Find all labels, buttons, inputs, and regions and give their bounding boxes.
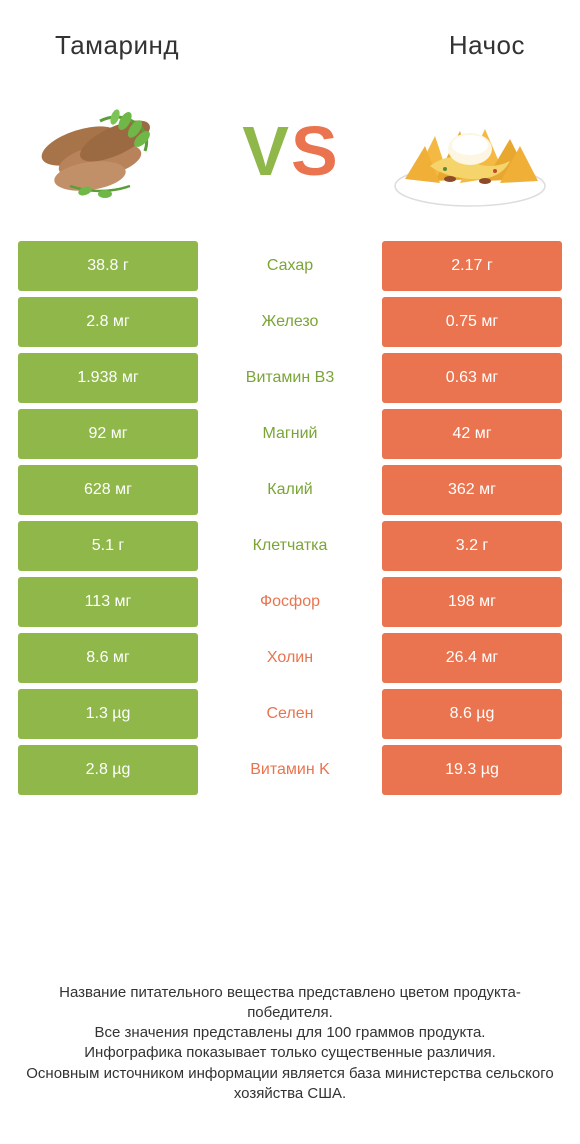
images-row: V S xyxy=(0,71,580,241)
nutrient-name: Клетчатка xyxy=(198,521,382,571)
left-value-cell: 628 мг xyxy=(18,465,198,515)
left-value-cell: 1.938 мг xyxy=(18,353,198,403)
footnotes: Название питательного вещества представл… xyxy=(0,983,580,1105)
table-row: 1.938 мгВитамин B30.63 мг xyxy=(18,353,562,403)
footnote-line: Все значения представлены для 100 граммо… xyxy=(20,1023,560,1043)
right-value-cell: 8.6 µg xyxy=(382,689,562,739)
right-value-cell: 0.75 мг xyxy=(382,297,562,347)
nutrient-name: Витамин K xyxy=(198,745,382,795)
right-value-cell: 362 мг xyxy=(382,465,562,515)
footnote-line: Название питательного вещества представл… xyxy=(20,983,560,1024)
left-value-cell: 2.8 µg xyxy=(18,745,198,795)
left-value-cell: 113 мг xyxy=(18,577,198,627)
left-value-cell: 2.8 мг xyxy=(18,297,198,347)
nutrient-name: Фосфор xyxy=(198,577,382,627)
header: Тамаринд Начос xyxy=(0,0,580,71)
nachos-image xyxy=(390,91,550,211)
table-row: 5.1 гКлетчатка3.2 г xyxy=(18,521,562,571)
vs-v-letter: V xyxy=(242,116,289,186)
left-product-title: Тамаринд xyxy=(55,30,179,61)
table-row: 8.6 мгХолин26.4 мг xyxy=(18,633,562,683)
nutrient-name: Сахар xyxy=(198,241,382,291)
right-value-cell: 42 мг xyxy=(382,409,562,459)
right-product-title: Начос xyxy=(449,30,525,61)
right-value-cell: 0.63 мг xyxy=(382,353,562,403)
vs-s-letter: S xyxy=(291,116,338,186)
nutrient-name: Калий xyxy=(198,465,382,515)
nutrient-name: Селен xyxy=(198,689,382,739)
left-value-cell: 38.8 г xyxy=(18,241,198,291)
nutrient-name: Холин xyxy=(198,633,382,683)
footnote-line: Основным источником информации является … xyxy=(20,1064,560,1105)
table-row: 2.8 мгЖелезо0.75 мг xyxy=(18,297,562,347)
table-row: 92 мгМагний42 мг xyxy=(18,409,562,459)
right-value-cell: 198 мг xyxy=(382,577,562,627)
comparison-table: 38.8 гСахар2.17 г 2.8 мгЖелезо0.75 мг 1.93… xyxy=(0,241,580,795)
nutrient-name: Витамин B3 xyxy=(198,353,382,403)
left-value-cell: 92 мг xyxy=(18,409,198,459)
table-row: 1.3 µgСелен8.6 µg xyxy=(18,689,562,739)
table-row: 2.8 µgВитамин K19.3 µg xyxy=(18,745,562,795)
right-value-cell: 3.2 г xyxy=(382,521,562,571)
right-value-cell: 2.17 г xyxy=(382,241,562,291)
nutrient-name: Железо xyxy=(198,297,382,347)
table-row: 38.8 гСахар2.17 г xyxy=(18,241,562,291)
vs-label: V S xyxy=(242,116,337,186)
left-value-cell: 5.1 г xyxy=(18,521,198,571)
table-row: 628 мгКалий362 мг xyxy=(18,465,562,515)
right-value-cell: 26.4 мг xyxy=(382,633,562,683)
nachos-icon xyxy=(390,91,550,211)
right-value-cell: 19.3 µg xyxy=(382,745,562,795)
left-value-cell: 8.6 мг xyxy=(18,633,198,683)
tamarind-icon xyxy=(30,91,190,211)
footnote-line: Инфографика показывает только существенн… xyxy=(20,1043,560,1063)
nutrient-name: Магний xyxy=(198,409,382,459)
left-value-cell: 1.3 µg xyxy=(18,689,198,739)
table-row: 113 мгФосфор198 мг xyxy=(18,577,562,627)
tamarind-image xyxy=(30,91,190,211)
